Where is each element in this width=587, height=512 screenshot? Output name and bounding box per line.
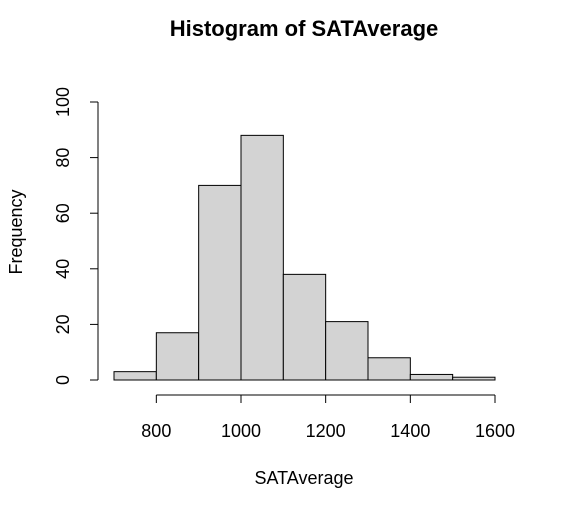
x-tick-label-1200: 1200 bbox=[306, 421, 346, 441]
x-tick-label-1400: 1400 bbox=[390, 421, 430, 441]
y-axis: 0 20 40 60 80 100 bbox=[53, 87, 99, 385]
y-tick-label-0: 0 bbox=[53, 375, 73, 385]
y-tick-label-100: 100 bbox=[53, 87, 73, 117]
y-tick-label-20: 20 bbox=[53, 314, 73, 334]
histogram-bar-0 bbox=[113, 371, 157, 381]
bars-group bbox=[113, 134, 496, 381]
histogram-bar-8 bbox=[452, 376, 496, 381]
y-tick-label-60: 60 bbox=[53, 203, 73, 223]
y-tick-label-80: 80 bbox=[53, 148, 73, 168]
histogram-bar-5 bbox=[325, 321, 369, 381]
x-axis-label: SATAverage bbox=[254, 468, 353, 488]
histogram-bar-4 bbox=[282, 273, 327, 381]
x-tick-label-1000: 1000 bbox=[221, 421, 261, 441]
histogram-bar-7 bbox=[409, 373, 454, 381]
histogram-bar-6 bbox=[367, 357, 411, 381]
x-tick-label-800: 800 bbox=[141, 421, 171, 441]
histogram-bar-1 bbox=[155, 332, 200, 381]
y-tick-label-40: 40 bbox=[53, 259, 73, 279]
x-axis: 800 1000 1200 1400 1600 bbox=[141, 394, 515, 441]
x-tick-label-1600: 1600 bbox=[475, 421, 515, 441]
y-axis-label: Frequency bbox=[6, 189, 26, 274]
histogram-bar-2 bbox=[198, 184, 242, 381]
chart-title: Histogram of SATAverage bbox=[170, 16, 439, 41]
histogram-bar-3 bbox=[240, 134, 284, 381]
